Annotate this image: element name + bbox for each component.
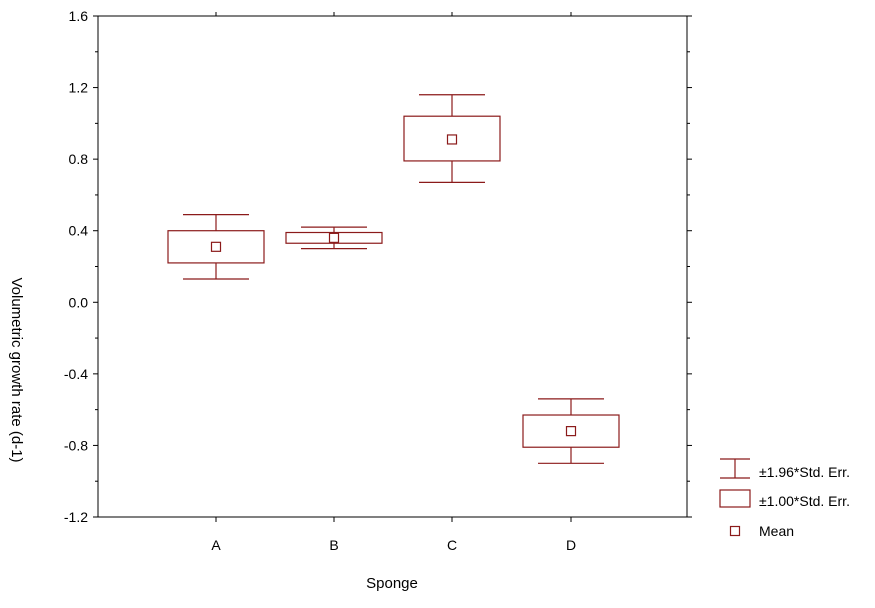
legend-ci-symbol: [720, 458, 750, 479]
legend-item-mean: Mean: [729, 523, 794, 539]
y-tick-label: -1.2: [64, 509, 88, 525]
plot-area: [167, 94, 620, 464]
y-axis-title: Volumetric growth rate (d-1): [8, 277, 25, 462]
x-tick-label: B: [329, 537, 338, 553]
legend-item-ci: ±1.96*Std. Err.: [720, 458, 850, 480]
x-axis-title: Sponge: [366, 575, 418, 592]
x-axis: A B C D: [211, 12, 576, 553]
y-axis: 1.6 1.2 0.8 0.4 0.0 -0.4 -0.8 -1.2: [64, 8, 692, 525]
y-tick-label: 1.6: [69, 8, 89, 24]
legend-mean-label: Mean: [759, 523, 794, 539]
mean-marker: [565, 426, 577, 437]
box-a: [167, 214, 265, 280]
y-tick-label: 0.0: [69, 294, 89, 310]
mean-marker: [446, 134, 458, 145]
legend-mean-symbol: [729, 525, 741, 537]
y-tick-label: 0.8: [69, 151, 89, 167]
legend-item-se: ±1.00*Std. Err.: [719, 489, 850, 509]
legend-se-label: ±1.00*Std. Err.: [759, 493, 850, 509]
box-d: [522, 398, 620, 464]
x-tick-label: A: [211, 537, 221, 553]
x-tick-label: C: [447, 537, 457, 553]
y-tick-label: 1.2: [69, 80, 89, 96]
mean-marker: [210, 241, 222, 252]
box-c: [403, 94, 501, 184]
legend: ±1.96*Std. Err. ±1.00*Std. Err. Mean: [719, 458, 850, 539]
y-tick-label: -0.8: [64, 437, 88, 453]
y-tick-label: 0.4: [69, 223, 89, 239]
legend-se-symbol: [719, 489, 751, 508]
legend-ci-label: ±1.96*Std. Err.: [759, 464, 850, 480]
mean-marker: [328, 232, 340, 243]
box-b: [285, 226, 383, 250]
y-tick-label: -0.4: [64, 366, 88, 382]
x-tick-label: D: [566, 537, 576, 553]
